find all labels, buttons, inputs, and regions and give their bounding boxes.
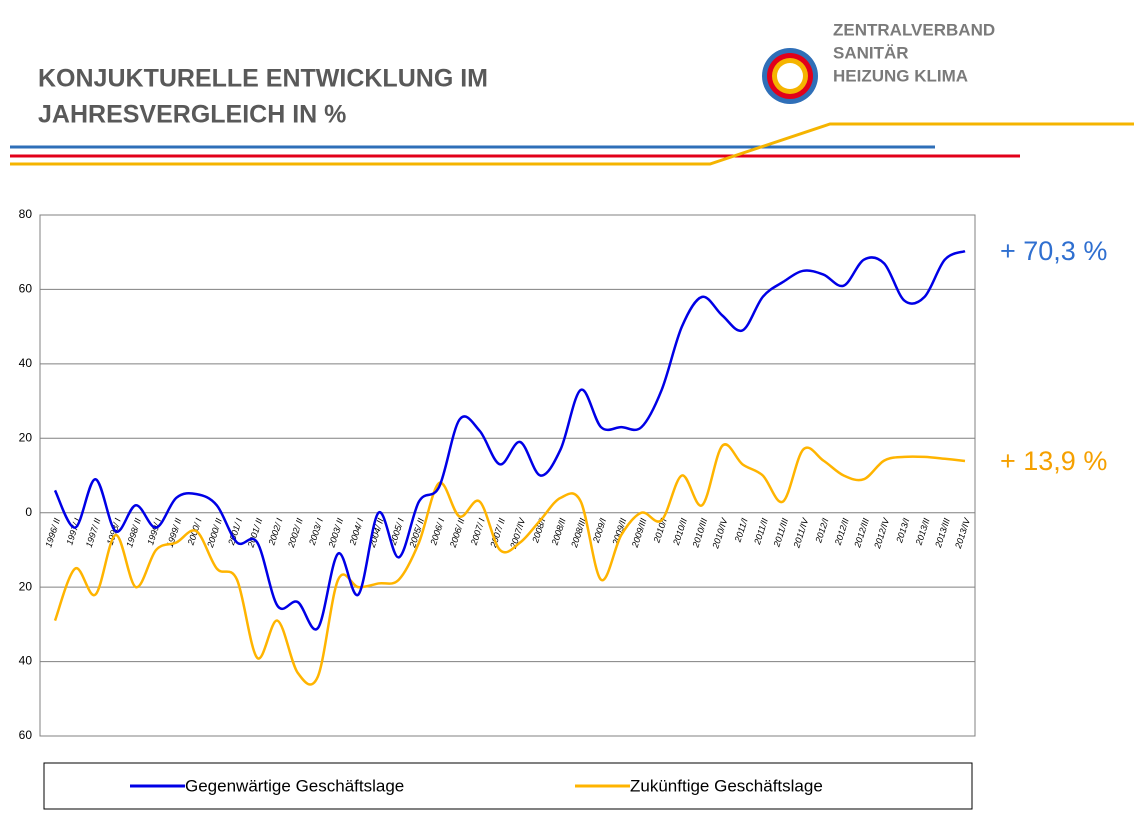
logo: ZENTRALVERBAND SANITÄR HEIZUNG KLIMA xyxy=(762,20,995,104)
legend xyxy=(43,762,973,810)
header-line xyxy=(10,122,1134,166)
y-tick-label: 60 xyxy=(19,728,33,742)
y-tick-label: 0 xyxy=(25,505,32,519)
y-tick-label: 40 xyxy=(19,356,33,370)
logo-text: ZENTRALVERBAND xyxy=(833,20,995,39)
logo-text: HEIZUNG KLIMA xyxy=(833,66,968,85)
y-tick-label: 40 xyxy=(19,654,33,668)
legend-label: Zukünftige Geschäftslage xyxy=(630,776,823,795)
title-line: JAHRESVERGLEICH IN % xyxy=(38,101,346,129)
end-label: + 70,3 % xyxy=(1000,236,1107,266)
y-tick-label: 20 xyxy=(19,430,33,444)
plot-area xyxy=(39,214,976,737)
y-tick-label: 80 xyxy=(19,207,33,221)
y-tick-label: 20 xyxy=(19,579,33,593)
end-label: + 13,9 % xyxy=(1000,446,1107,476)
series-line xyxy=(53,249,966,631)
logo-ring xyxy=(777,63,803,89)
title-line: KONJUKTURELLE ENTWICKLUNG IM xyxy=(38,65,488,93)
series-line xyxy=(53,443,966,686)
legend-label: Gegenwärtige Geschäftslage xyxy=(185,776,404,795)
logo-text: SANITÄR xyxy=(833,43,909,62)
y-tick-label: 60 xyxy=(19,282,33,296)
